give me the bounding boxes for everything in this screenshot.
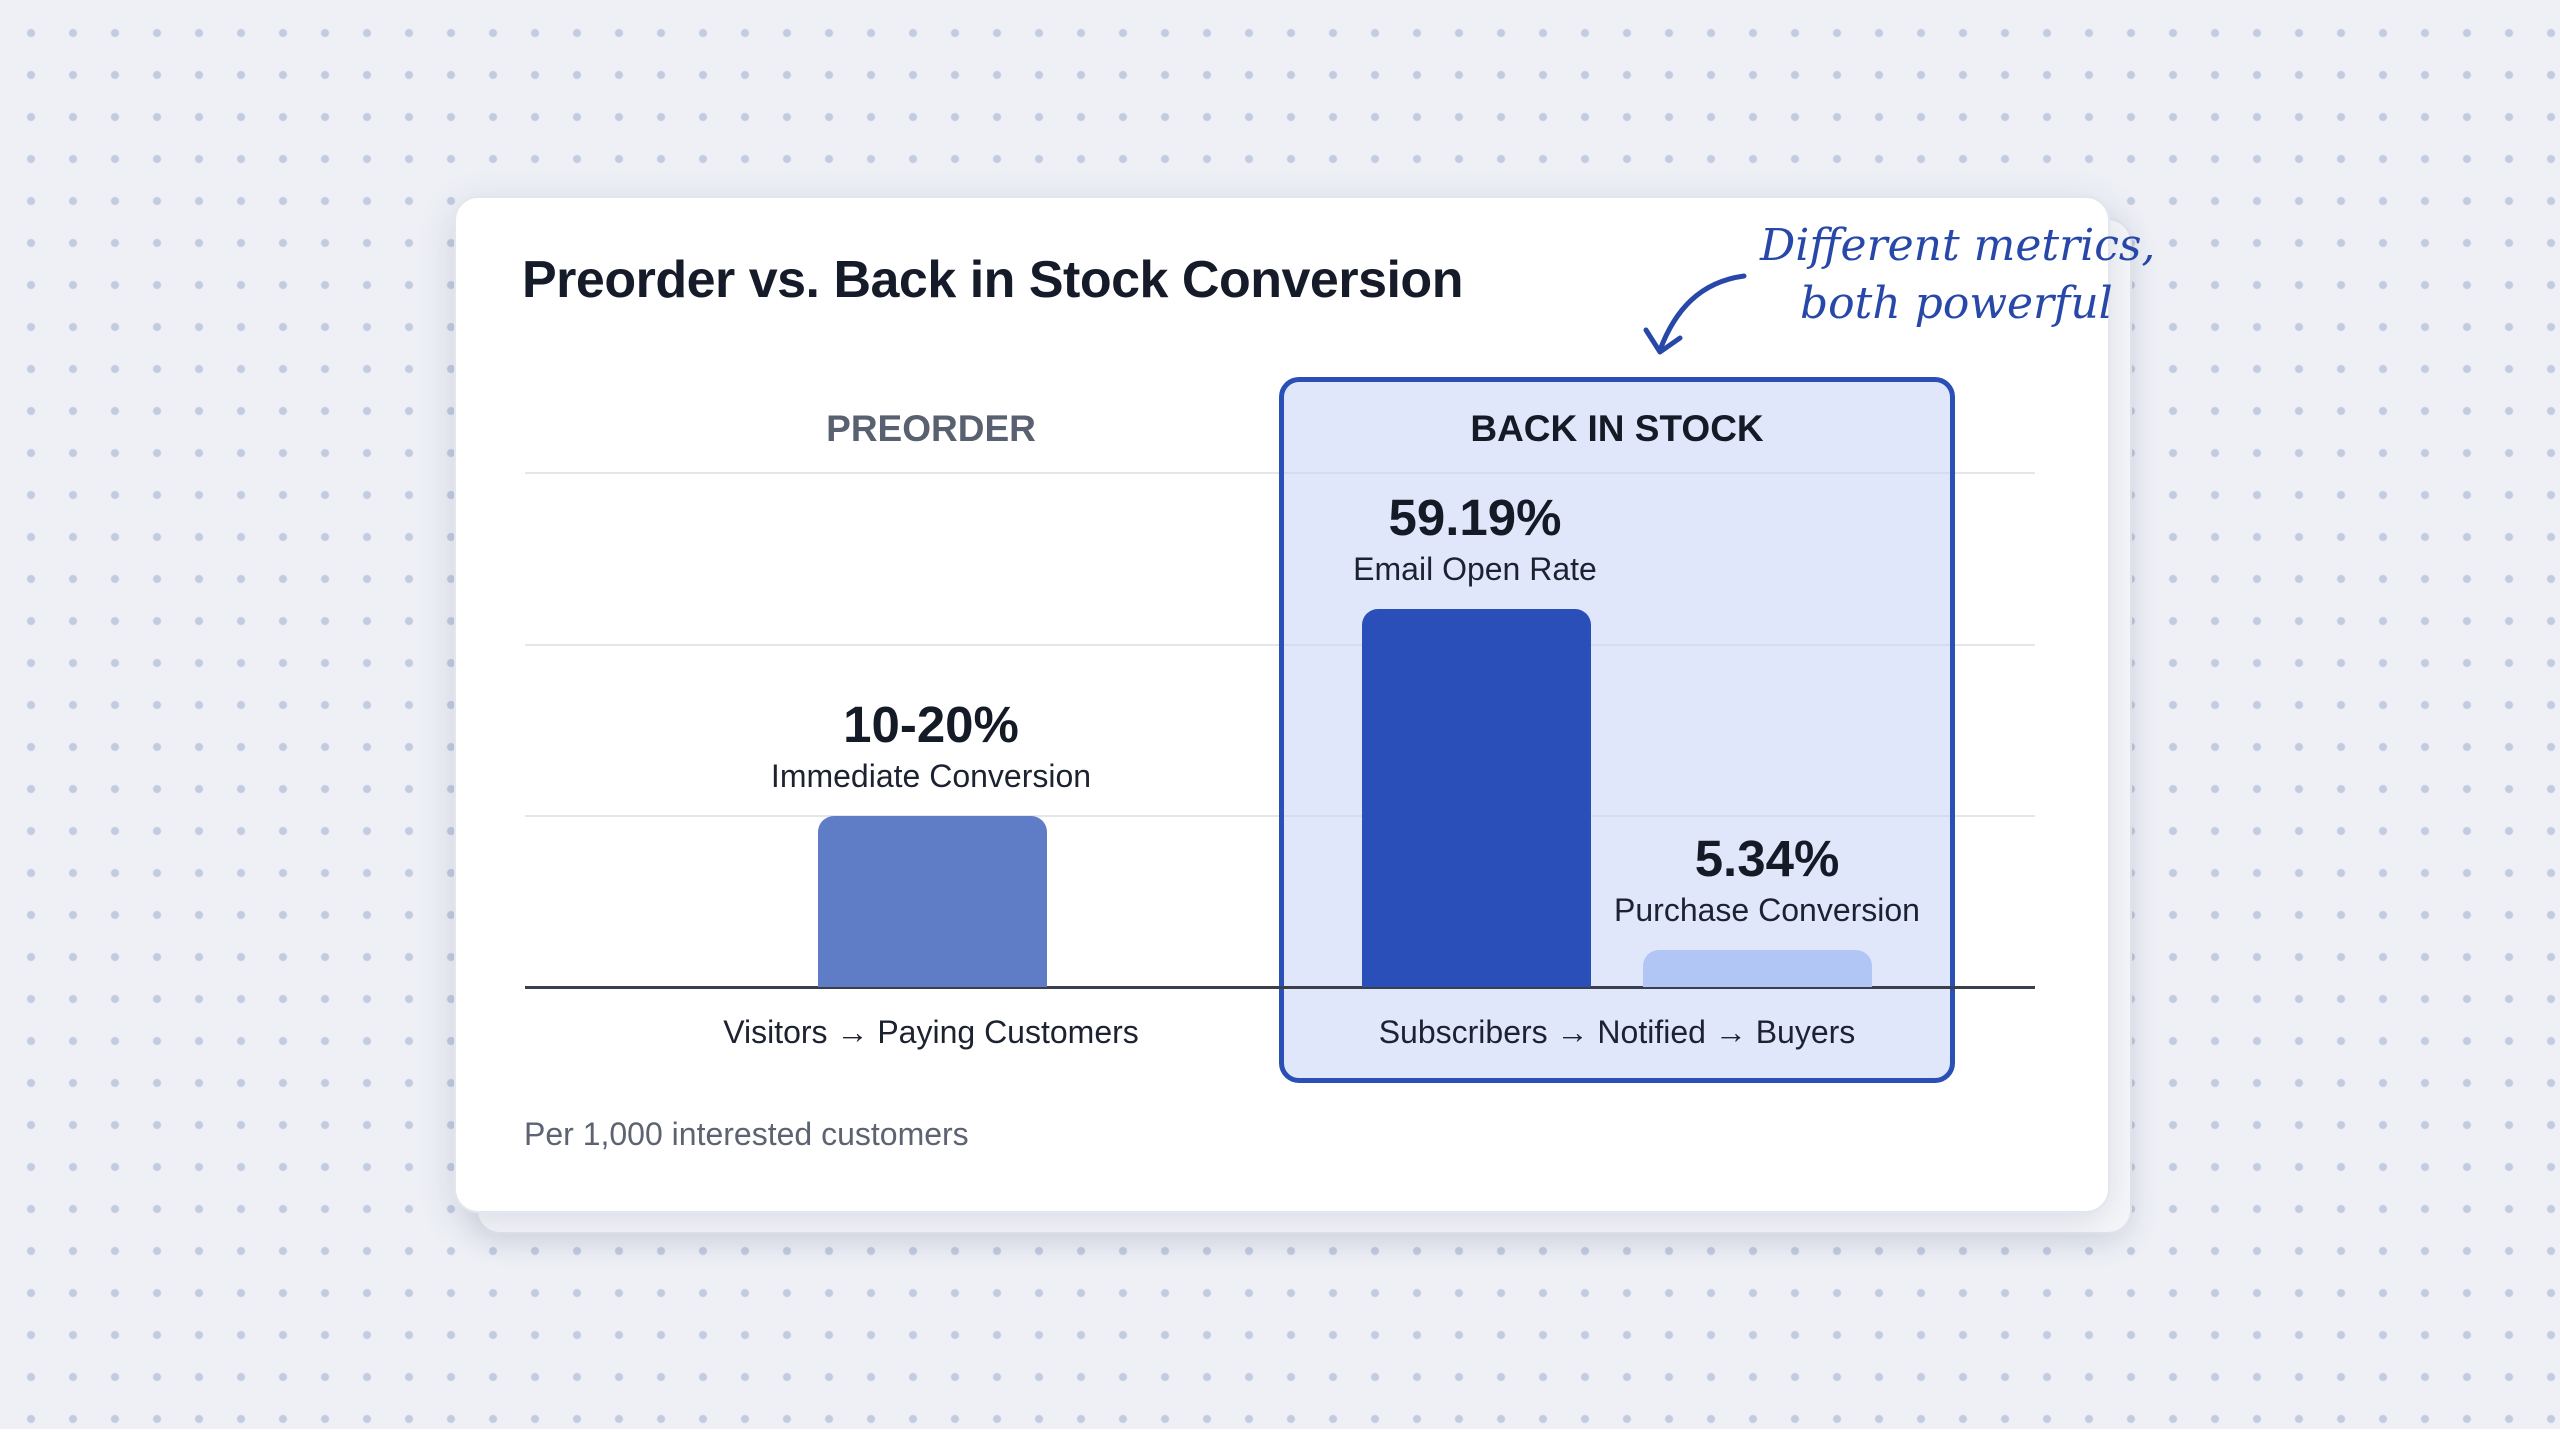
group-label-preorder: PREORDER xyxy=(826,408,1036,449)
data-label-value: 5.34% xyxy=(1694,830,1840,887)
group-label-back-in-stock: BACK IN STOCK xyxy=(1470,408,1764,449)
annotation-line-2: both powerful xyxy=(1800,278,2113,329)
x-axis-label-preorder: Visitors → Paying Customers xyxy=(723,1014,1139,1050)
annotation-line-1: Different metrics, xyxy=(1760,220,2156,271)
bar-purchase-conversion xyxy=(1643,950,1872,987)
bar-email-open-rate xyxy=(1362,609,1591,987)
data-label-value: 10-20% xyxy=(843,696,1019,753)
annotation-arrow-icon xyxy=(1643,273,1747,355)
data-label-metric: Purchase Conversion xyxy=(1614,892,1920,928)
x-axis-baseline xyxy=(525,986,2035,989)
bar-immediate-conversion xyxy=(818,816,1047,987)
data-label-metric: Email Open Rate xyxy=(1353,551,1597,587)
data-label-value: 59.19% xyxy=(1388,489,1562,546)
x-axis-label-back-in-stock: Subscribers → Notified → Buyers xyxy=(1378,1014,1856,1050)
data-label-metric: Immediate Conversion xyxy=(770,758,1092,794)
footnote: Per 1,000 interested customers xyxy=(524,1116,969,1152)
chart-title: Preorder vs. Back in Stock Conversion xyxy=(522,251,1463,309)
